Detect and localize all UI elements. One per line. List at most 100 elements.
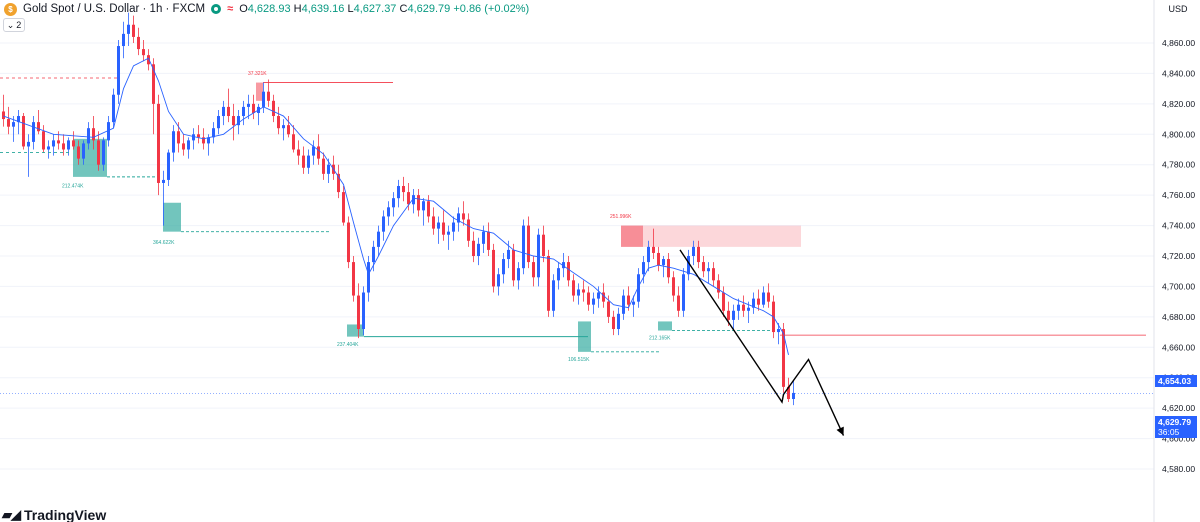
ma-price-badge: 4,654.03 [1155, 375, 1197, 387]
candle-body [672, 277, 675, 296]
price-axis[interactable]: 4,860.00 4,840.00 4,820.00 4,800.00 4,780.00… [1162, 38, 1195, 474]
candle-body [382, 216, 385, 232]
zone-volume-label: 237.404K [337, 342, 359, 348]
candle-body [27, 141, 30, 147]
candle-body [732, 310, 735, 320]
candle-body [687, 256, 690, 275]
candle-body [512, 249, 515, 281]
demand-zone [347, 324, 364, 337]
candle-body [677, 295, 680, 311]
candle-body [322, 158, 325, 174]
candle-body [112, 94, 115, 123]
candle-timer: 36:05 [1158, 427, 1180, 437]
candle-body [502, 259, 505, 275]
candle-body [607, 301, 610, 317]
chevron-down-icon: ⌄ [6, 19, 15, 30]
candle-body [617, 313, 620, 330]
candle-body [87, 128, 90, 144]
zone-volume-label: 364.622K [153, 240, 175, 246]
candle-body [437, 222, 440, 229]
candle-body [692, 246, 695, 256]
candle-body [747, 307, 750, 311]
indicator-count: 2 [16, 20, 22, 30]
candle-body [612, 316, 615, 330]
candle-body [107, 122, 110, 141]
candle-body [242, 106, 245, 117]
candlestick-series [2, 12, 795, 406]
candle-body [337, 173, 340, 193]
candle-body [122, 33, 125, 47]
indicators-toggle-button[interactable]: ⌄ 2 [3, 18, 25, 32]
candle-body [707, 268, 710, 272]
candle-body [372, 246, 375, 263]
price-tick-label: 4,780.00 [1162, 160, 1195, 170]
demand-zone [163, 202, 181, 232]
candle-body [62, 143, 65, 150]
zone-volume-label: 212.165K [649, 336, 671, 342]
candle-body [407, 192, 410, 205]
last-price-badge: 4,629.79 36:05 [1155, 416, 1197, 438]
candle-body [782, 329, 785, 387]
tradingview-logo[interactable]: ▰◢ TradingView [2, 507, 107, 522]
change-value: +0.86 (+0.02%) [453, 3, 530, 15]
currency-selector[interactable]: USD [1168, 4, 1188, 14]
candle-body [537, 234, 540, 278]
symbol-title[interactable]: Gold Spot / U.S. Dollar · 1h · FXCM [23, 3, 206, 15]
candle-body [17, 116, 20, 123]
candle-body [172, 131, 175, 153]
candle-body [287, 125, 290, 135]
candle-body [562, 262, 565, 269]
candle-body [642, 262, 645, 275]
candle-body [547, 256, 550, 311]
market-open-icon [211, 4, 222, 14]
ohlc-values: O4,628.93 H4,639.16 L4,627.37 C4,629.79 … [239, 3, 530, 15]
candle-body [497, 274, 500, 287]
candle-body [487, 231, 490, 250]
candle-body [622, 295, 625, 314]
candle-body [77, 146, 80, 159]
candle-body [342, 192, 345, 223]
candle-body [722, 292, 725, 311]
candle-body [477, 243, 480, 256]
candle-body [127, 24, 130, 34]
candle-body [762, 292, 765, 305]
candle-body [492, 249, 495, 287]
candle-body [727, 310, 730, 320]
candle-body [587, 292, 590, 305]
wave-icon: ≈ [227, 3, 234, 15]
candle-body [347, 222, 350, 263]
candle-body [247, 103, 250, 107]
candle-body [262, 91, 265, 107]
candle-body [447, 231, 450, 235]
candle-body [252, 103, 255, 113]
candle-body [542, 234, 545, 256]
candle-body [207, 137, 210, 144]
candle-body [162, 179, 165, 183]
candle-body [132, 24, 135, 37]
candle-body [652, 246, 655, 253]
open-value: 4,628.93 [247, 3, 291, 15]
candle-body [577, 289, 580, 296]
candle-body [197, 134, 200, 138]
candle-body [157, 103, 160, 183]
price-tick-label: 4,700.00 [1162, 281, 1195, 291]
price-tick-label: 4,720.00 [1162, 251, 1195, 261]
candle-body [392, 198, 395, 208]
candle-body [532, 262, 535, 278]
price-tick-label: 4,860.00 [1162, 38, 1195, 48]
candle-body [657, 252, 660, 266]
candle-body [427, 201, 430, 217]
candle-body [302, 155, 305, 168]
zone-volume-label: 106.515K [568, 357, 590, 363]
candle-body [582, 289, 585, 293]
zone-volume-label: 251.996K [610, 214, 632, 220]
candle-body [592, 298, 595, 305]
candle-body [377, 231, 380, 247]
candle-body [307, 155, 310, 168]
candle-body [792, 392, 795, 400]
candle-body [42, 131, 45, 150]
price-tick-label: 4,840.00 [1162, 68, 1195, 78]
candle-body [7, 119, 10, 127]
candle-body [417, 195, 420, 211]
